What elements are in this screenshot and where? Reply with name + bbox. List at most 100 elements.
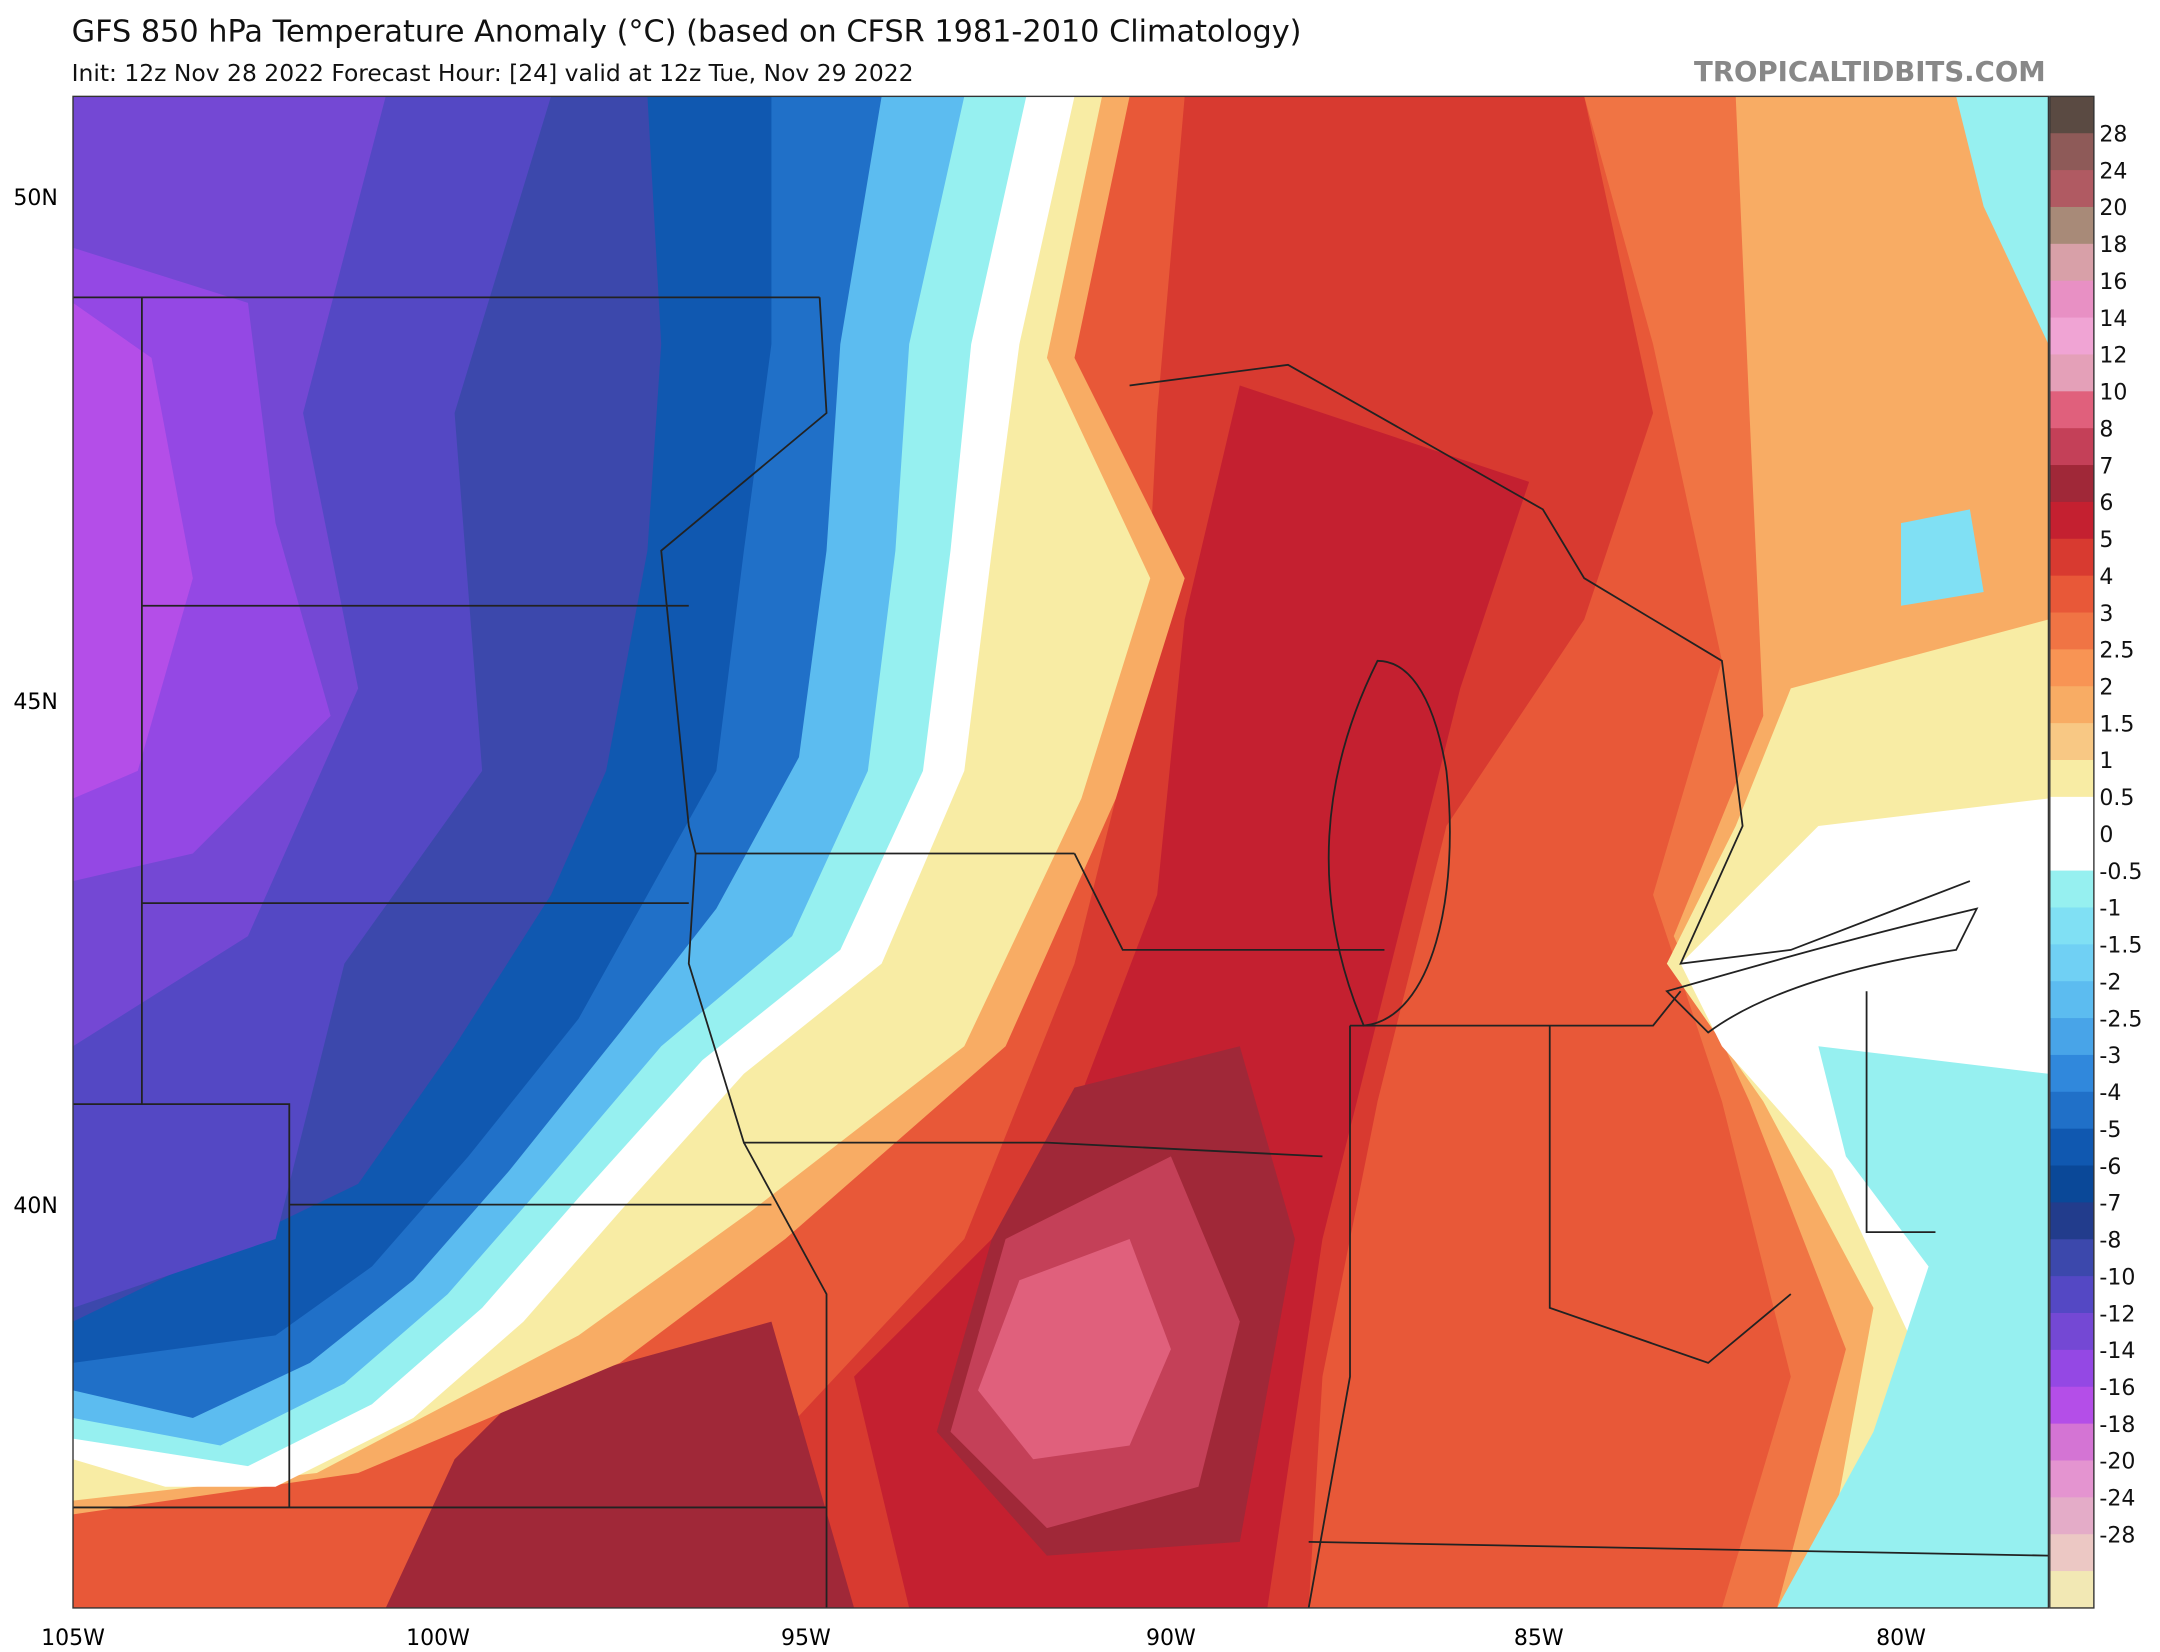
colorbar-label: 1.5 xyxy=(2099,712,2134,737)
colorbar-swatch xyxy=(2049,428,2094,466)
state-border xyxy=(1308,1540,2049,1557)
colorbar-swatch xyxy=(2049,870,2094,909)
colorbar-swatch xyxy=(2049,465,2094,503)
field-band xyxy=(1777,1046,2049,1608)
colorbar-swatch xyxy=(2049,206,2094,245)
colorbar-label: -24 xyxy=(2099,1487,2135,1512)
colorbar-label: 10 xyxy=(2099,381,2127,406)
colorbar-swatch xyxy=(2049,575,2094,614)
colorbar-swatch xyxy=(2049,1497,2094,1535)
colorbar-swatch xyxy=(2049,1239,2094,1277)
colorbar-label: 4 xyxy=(2099,565,2113,590)
map-frame xyxy=(72,95,2050,1609)
lon-label: 105W xyxy=(41,1626,105,1651)
anomaly-field xyxy=(73,96,2049,1608)
colorbar-label: -20 xyxy=(2099,1450,2135,1475)
title: GFS 850 hPa Temperature Anomaly (°C) (ba… xyxy=(72,14,1302,49)
colorbar-swatch xyxy=(2049,1054,2094,1093)
colorbar-label: -14 xyxy=(2099,1339,2135,1364)
colorbar-swatch xyxy=(2049,944,2094,982)
colorbar-label: 0 xyxy=(2099,823,2113,848)
lat-label: 40N xyxy=(13,1194,57,1219)
colorbar-frame xyxy=(2049,95,2095,1609)
colorbar-swatch xyxy=(2049,538,2094,577)
colorbar-swatch xyxy=(2049,759,2094,798)
state-border xyxy=(1548,1025,1792,1364)
colorbar-label: -12 xyxy=(2099,1302,2135,1327)
colorbar-swatch xyxy=(2049,1534,2094,1572)
colorbar-swatch xyxy=(2049,1091,2094,1130)
colorbar-label: 20 xyxy=(2099,196,2127,221)
colorbar-swatch xyxy=(2049,1165,2094,1204)
state-border xyxy=(1073,853,1385,951)
lake-erie xyxy=(1665,907,1979,1034)
state-border xyxy=(1350,990,1682,1027)
colorbar-swatch xyxy=(2049,243,2094,282)
colorbar-swatch xyxy=(2049,723,2094,761)
colorbar-label: -0.5 xyxy=(2099,860,2142,885)
field-band xyxy=(1956,96,2049,345)
colorbar-label: -3 xyxy=(2099,1044,2121,1069)
lon-labels: 105W 100W 95W 90W 85W 80W xyxy=(41,1626,1926,1651)
colorbar-swatch xyxy=(2049,1460,2094,1499)
colorbar-swatch xyxy=(2049,1313,2094,1351)
colorbar-label: 0.5 xyxy=(2099,786,2134,811)
colorbar-label: -2 xyxy=(2099,970,2121,995)
watermark: TROPICALTIDBITS.COM xyxy=(1694,56,2046,88)
colorbar-label: 2.5 xyxy=(2099,639,2134,664)
colorbar-label: -10 xyxy=(2099,1265,2135,1290)
colorbar-swatch xyxy=(2049,833,2094,872)
colorbar-label: 16 xyxy=(2099,270,2127,295)
colorbar-label: -8 xyxy=(2099,1229,2121,1254)
field-band xyxy=(1901,509,1984,606)
lon-label: 85W xyxy=(1514,1626,1564,1651)
colorbar-swatch xyxy=(2049,391,2094,429)
coastline xyxy=(1129,363,1971,965)
colorbar-swatch xyxy=(2049,1349,2094,1388)
colorbar-label: 28 xyxy=(2099,123,2127,148)
colorbar-swatch xyxy=(2049,501,2094,540)
field-band xyxy=(385,1321,855,1608)
colorbar-swatch xyxy=(2049,1423,2094,1462)
state-border xyxy=(1307,1025,1351,1608)
colorbar-label: -1 xyxy=(2099,897,2121,922)
state-border xyxy=(1865,991,1936,1234)
state-border xyxy=(743,1142,828,1608)
colorbar: 28 24 20 18 16 14 12 10 8 7 6 5 4 3 2.5 2 1.5 1 0.5 0 -0.5 -1… xyxy=(2049,95,2142,1609)
colorbar-swatch xyxy=(2049,354,2094,392)
colorbar-label: -7 xyxy=(2099,1192,2121,1217)
field-band xyxy=(978,1239,1171,1460)
colorbar-swatch xyxy=(2049,1571,2094,1609)
colorbar-label: 7 xyxy=(2099,454,2113,479)
lat-label: 50N xyxy=(13,186,57,211)
colorbar-label: 24 xyxy=(2099,159,2127,184)
colorbar-label: 5 xyxy=(2099,528,2113,553)
subtitle: Init: 12z Nov 28 2022 Forecast Hour: [24… xyxy=(72,59,914,87)
colorbar-label: 18 xyxy=(2099,233,2127,258)
colorbar-label: -16 xyxy=(2099,1376,2135,1401)
colorbar-swatch xyxy=(2049,981,2094,1019)
colorbar-swatch xyxy=(2049,649,2094,687)
lon-label: 95W xyxy=(781,1626,831,1651)
colorbar-swatch xyxy=(2049,133,2094,171)
colorbar-label: 2 xyxy=(2099,676,2113,701)
colorbar-swatch xyxy=(2049,907,2094,946)
colorbar-label: 8 xyxy=(2099,417,2113,442)
lat-label: 45N xyxy=(13,690,57,715)
lon-label: 90W xyxy=(1146,1626,1196,1651)
colorbar-swatch xyxy=(2049,96,2094,134)
colorbar-swatch xyxy=(2049,170,2094,208)
field-band xyxy=(73,302,193,799)
colorbar-swatch xyxy=(2049,1128,2094,1167)
colorbar-swatch xyxy=(2049,317,2094,356)
colorbar-label: -5 xyxy=(2099,1118,2121,1143)
lon-label: 80W xyxy=(1876,1626,1926,1651)
lon-label: 100W xyxy=(406,1626,470,1651)
colorbar-label: 6 xyxy=(2099,491,2113,516)
colorbar-swatch xyxy=(2049,280,2094,319)
colorbar-label: 3 xyxy=(2099,602,2113,627)
colorbar-swatch xyxy=(2049,1202,2094,1240)
colorbar-label: -1.5 xyxy=(2099,934,2142,959)
